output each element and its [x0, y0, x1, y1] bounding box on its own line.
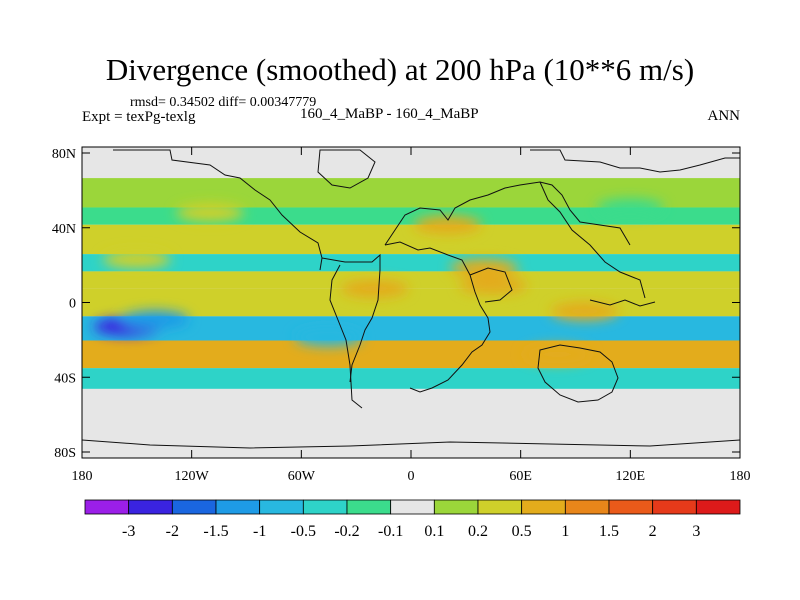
coastlines: [82, 149, 740, 449]
colorbar-swatch: [433, 499, 479, 515]
field-band-2: [82, 207, 740, 225]
colorbar-swatch: [259, 499, 304, 515]
x-tick-label: 120E: [616, 469, 646, 484]
colorbar-swatch: [171, 499, 217, 515]
coastline-greenland: [317, 149, 376, 189]
field-blob-2: [175, 203, 244, 222]
x-tick-label: 120W: [175, 469, 210, 484]
colorbar-label: 1.5: [599, 523, 619, 540]
colorbar-swatch: [84, 499, 130, 515]
season-label: ANN: [707, 108, 741, 124]
plot-area: [82, 147, 740, 458]
field-blob-8: [102, 250, 171, 269]
x-tick-label: 180: [730, 469, 751, 484]
colorbar-label: -1: [253, 523, 266, 540]
colorbar-swatch: [302, 499, 348, 515]
chart-title: Divergence (smoothed) at 200 hPa (10**6 …: [105, 52, 695, 87]
field-band-4: [82, 254, 740, 272]
colorbar-label: -1.5: [203, 523, 228, 540]
x-tick-label: 0: [408, 469, 415, 484]
colorbar-swatch: [390, 499, 435, 515]
colorbar-label: 0.5: [512, 523, 532, 540]
colorbar-label: -0.5: [291, 523, 316, 540]
colorbar-label: 3: [692, 523, 700, 540]
colorbar-swatch: [652, 499, 697, 515]
coastline-indonesia: [589, 299, 656, 307]
field-band-9: [82, 368, 740, 389]
coastline-antarctica: [82, 439, 740, 449]
colorbar-swatch: [215, 499, 261, 515]
colorbar-swatch: [695, 499, 741, 515]
colorbar-swatch: [477, 499, 523, 515]
colorbar-label: 0.2: [468, 523, 488, 540]
y-tick-label: 0: [69, 297, 76, 312]
colorbar-label: -3: [122, 523, 135, 540]
y-tick-label: 40N: [52, 222, 76, 237]
coastline-north-america: [113, 149, 323, 271]
coastline-africa: [384, 241, 491, 393]
coastline-south-america: [321, 253, 381, 383]
colorbar-swatch: [521, 499, 566, 515]
colorbar: -3 -2 -1.5 -1 -0.5 -0.2 -0.1 0.1 0.2 0.5 1 1.5 2 3: [84, 499, 741, 540]
field-blob-7: [413, 215, 482, 234]
field-bands: [82, 147, 740, 458]
coastline-asia-south: [539, 181, 646, 299]
field-blob-4: [459, 276, 528, 295]
coastline-south-america-west: [329, 264, 363, 409]
comparison-label: 160_4_MaBP - 160_4_MaBP: [300, 106, 479, 122]
field-blob-10: [294, 328, 363, 347]
x-tick-label: 180: [72, 469, 93, 484]
coastline-asia: [530, 149, 740, 173]
colorbar-label: 2: [649, 523, 657, 540]
field-blobs: [93, 198, 665, 364]
colorbar-label: 0.1: [424, 523, 444, 540]
experiment-label: Expt = texPg-texlg: [82, 109, 196, 125]
colorbar-swatch: [564, 499, 610, 515]
x-axis: 180 120W 60W 0 60E 120E 180: [72, 147, 751, 484]
field-blob-11: [596, 198, 665, 217]
x-tick-label: 60E: [509, 469, 532, 484]
field-blob-3: [340, 279, 409, 298]
field-band-7: [82, 316, 740, 341]
y-tick-label: 80N: [52, 147, 76, 162]
field-blob-5: [450, 258, 519, 277]
colorbar-label: 1: [561, 523, 569, 540]
x-tick-label: 60W: [288, 469, 316, 484]
field-band-3: [82, 224, 740, 255]
field-band-6: [82, 288, 740, 317]
colorbar-label: -0.2: [334, 523, 359, 540]
y-tick-label: 80S: [54, 446, 76, 461]
colorbar-label: -0.1: [378, 523, 403, 540]
stats-label: rmsd= 0.34502 diff= 0.00347779: [130, 95, 317, 110]
coastline-australia: [537, 344, 619, 403]
y-tick-label: 40S: [54, 371, 76, 386]
colorbar-label: -2: [166, 523, 179, 540]
field-band-10: [82, 388, 740, 458]
colorbar-swatch: [128, 499, 173, 515]
field-blob-6: [550, 302, 619, 321]
field-blob-1: [121, 310, 190, 329]
colorbar-swatch: [346, 499, 392, 515]
colorbar-swatch: [608, 499, 654, 515]
coastline-europe: [384, 181, 631, 246]
coastline-arabia: [469, 267, 513, 303]
field-band-5: [82, 271, 740, 289]
y-axis: 80N 40N 0 40S 80S: [52, 147, 740, 461]
field-band-8: [82, 340, 740, 369]
